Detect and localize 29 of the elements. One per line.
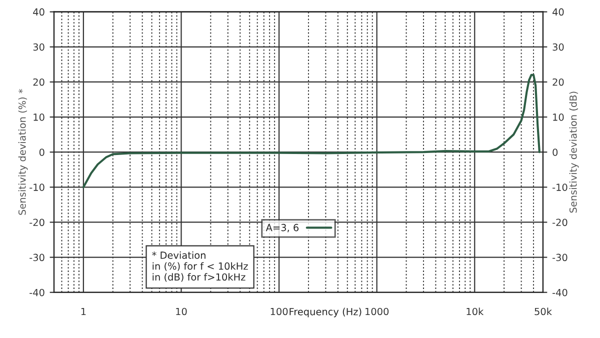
x-tick-label: 1: [81, 308, 86, 316]
x-axis-title: Frequency (Hz): [290, 308, 362, 318]
annotation: * Deviation in (%) for f < 10kHz in (dB) for f>10kHz: [152, 251, 248, 282]
y2-tick-label: 40: [552, 8, 564, 16]
y-axis-title: Sensitivity deviation (%) *: [18, 89, 28, 215]
y-tick-label: 0: [39, 148, 44, 156]
x-tick-label: 100: [270, 308, 288, 316]
y-tick-label: 20: [33, 78, 44, 86]
legend-label: A=3, 6: [266, 224, 299, 232]
y2-tick-label: -40: [552, 288, 568, 296]
y2-tick-label: 20: [552, 78, 564, 86]
y-tick-label: 10: [34, 114, 44, 121]
x-tick-label: 10k: [466, 308, 484, 316]
x-tick-label: 1000: [366, 308, 389, 316]
y-tick-label: -20: [30, 218, 44, 226]
y2-tick-label: 30: [552, 43, 564, 51]
y2-tick-label: -30: [552, 254, 568, 262]
x-tick-label: 10: [176, 308, 187, 316]
y-tick-label: -40: [30, 288, 44, 296]
y-tick-label: 30: [33, 43, 44, 51]
y-tick-label: -30: [30, 254, 44, 262]
y2-tick-label: 10: [553, 114, 564, 121]
y-tick-label: 40: [33, 8, 44, 16]
y2-tick-label: -10: [552, 184, 568, 191]
y2-tick-label: -20: [552, 218, 568, 226]
x-tick-label: 50k: [534, 308, 552, 316]
y2-tick-label: 0: [552, 148, 558, 156]
y2-axis-title: Sensitivity deviation (dB): [569, 92, 579, 213]
y-tick-label: -10: [30, 184, 44, 191]
